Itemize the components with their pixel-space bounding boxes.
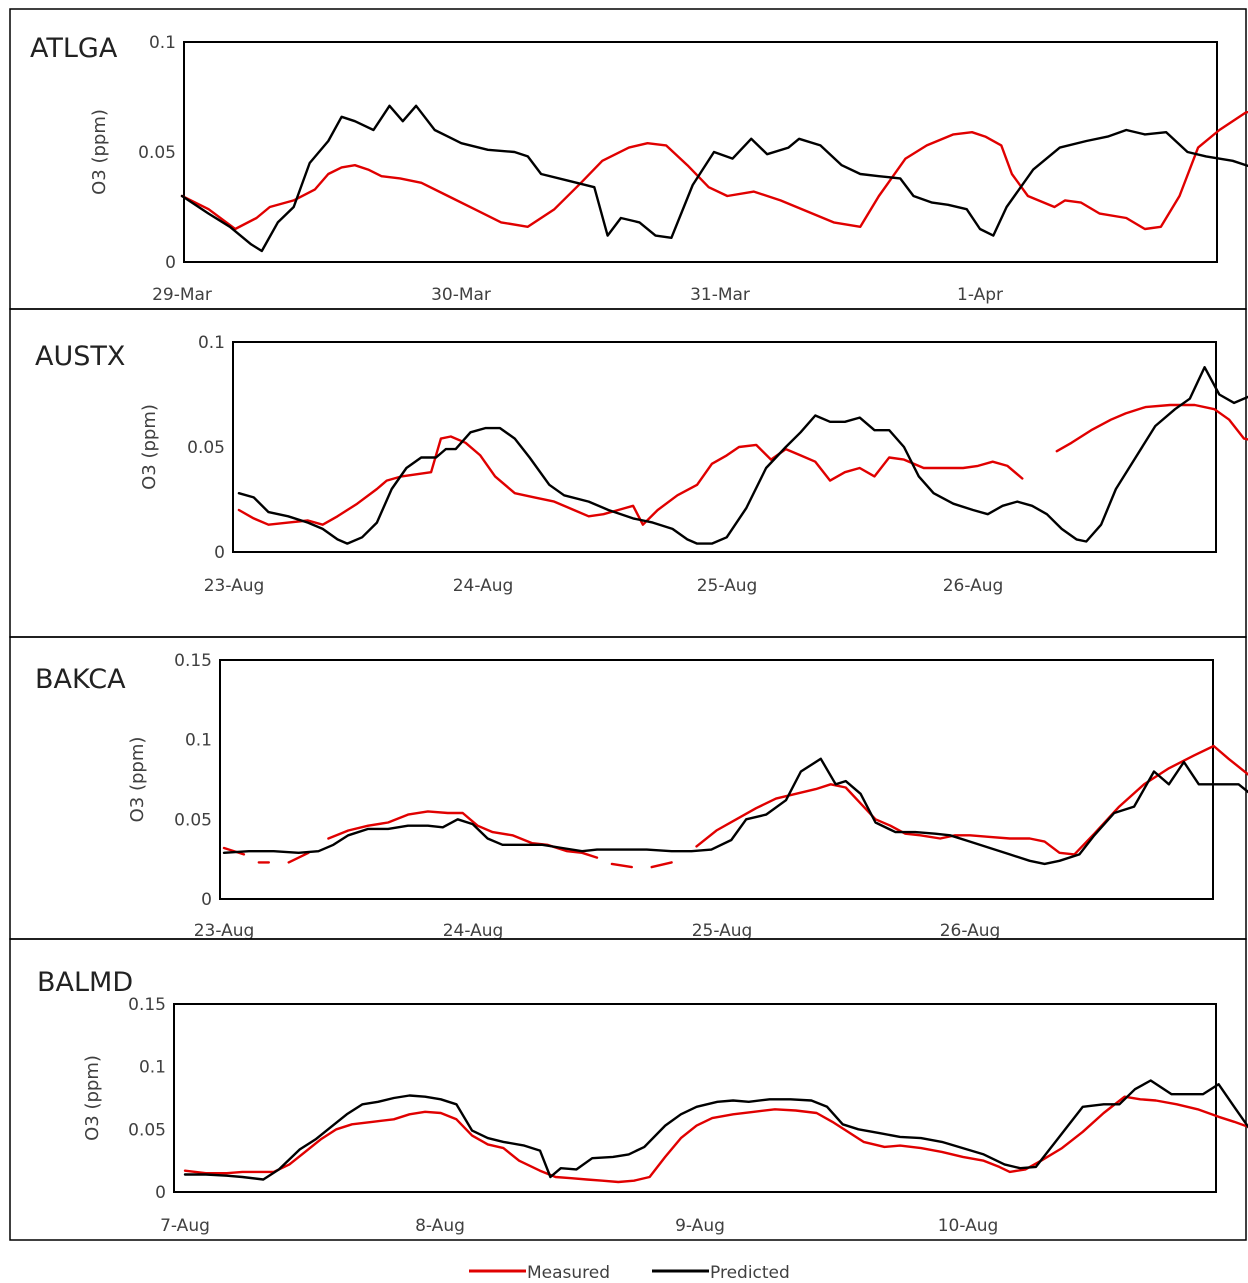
plot-frame xyxy=(219,659,1214,900)
series-line-measured xyxy=(1055,403,1248,453)
series-measured xyxy=(183,1095,1248,1184)
legend: Measured Predicted xyxy=(469,1263,790,1283)
y-tick-label: 0 xyxy=(201,890,212,910)
x-tick-label: 30-Mar xyxy=(431,285,491,305)
y-axis-label: O3 (ppm) xyxy=(127,737,148,823)
chart-panels: ATLGA O3 (ppm) 0 0.05 0.1 29-Mar 30-Mar 31-Mar 1… xyxy=(9,8,1248,1241)
y-tick-label: 0 xyxy=(165,253,176,273)
x-tick-label: 9-Aug xyxy=(675,1216,725,1236)
x-tick-label: 29-Mar xyxy=(152,285,212,305)
y-tick-label: 0.15 xyxy=(128,995,166,1015)
series-predicted xyxy=(237,366,1248,545)
series-line-predicted xyxy=(237,366,1248,545)
legend-predicted-label: Predicted xyxy=(710,1263,790,1283)
x-tick-label: 23-Aug xyxy=(204,576,265,596)
series-line-measured xyxy=(237,435,1024,526)
panel-border xyxy=(9,8,1247,310)
panel-border xyxy=(9,938,1247,1241)
series-line-measured xyxy=(610,862,633,869)
x-tick-label: 24-Aug xyxy=(443,921,504,941)
y-axis-label: O3 (ppm) xyxy=(82,1055,103,1141)
station-label: BALMD xyxy=(37,967,133,998)
x-tick-label: 1-Apr xyxy=(957,285,1003,305)
series-measured xyxy=(237,403,1248,526)
series-predicted xyxy=(183,1079,1248,1181)
y-tick-label: 0.05 xyxy=(128,1120,166,1140)
series-line-measured xyxy=(180,110,1248,231)
x-tick-label: 25-Aug xyxy=(692,921,753,941)
y-tick-label: 0.15 xyxy=(174,651,212,671)
series-line-predicted xyxy=(183,1079,1248,1181)
x-tick-label: 25-Aug xyxy=(697,576,758,596)
y-tick-label: 0 xyxy=(214,543,225,563)
panel-austx: AUSTX O3 (ppm) 0 0.05 0.1 23-Aug 24-Aug 25-Aug 2… xyxy=(9,308,1248,638)
plot-frame xyxy=(183,41,1218,263)
y-tick-label: 0.05 xyxy=(187,438,225,458)
y-tick-label: 0.1 xyxy=(139,1058,166,1078)
x-tick-label: 8-Aug xyxy=(415,1216,465,1236)
x-tick-label: 23-Aug xyxy=(194,921,255,941)
y-tick-label: 0.1 xyxy=(149,33,176,53)
series-measured xyxy=(180,110,1248,231)
series-line-predicted xyxy=(180,104,1248,253)
y-tick-label: 0.1 xyxy=(198,333,225,353)
panel-border xyxy=(9,308,1247,638)
x-tick-label: 31-Mar xyxy=(690,285,750,305)
x-tick-label: 10-Aug xyxy=(938,1216,999,1236)
y-axis-label: O3 (ppm) xyxy=(89,109,110,195)
series-line-measured xyxy=(695,744,1248,856)
y-tick-label: 0.05 xyxy=(138,143,176,163)
panel-bakca: BAKCA O3 (ppm) 0 0.05 0.1 0.15 23-Aug 24-Aug 25-… xyxy=(9,636,1248,941)
x-tick-label: 26-Aug xyxy=(940,921,1001,941)
y-tick-label: 0.05 xyxy=(174,810,212,830)
station-label: ATLGA xyxy=(30,33,118,64)
series-predicted xyxy=(180,104,1248,253)
x-tick-label: 7-Aug xyxy=(160,1216,210,1236)
series-line-measured xyxy=(183,1095,1248,1184)
y-axis-label: O3 (ppm) xyxy=(139,404,160,490)
series-line-predicted xyxy=(222,757,1248,866)
series-predicted xyxy=(222,757,1248,866)
panel-balmd: BALMD O3 (ppm) 0 0.05 0.1 0.15 7-Aug 8-Aug 9-Aug… xyxy=(9,938,1248,1241)
legend-measured-label: Measured xyxy=(527,1263,610,1283)
y-tick-label: 0.1 xyxy=(185,731,212,751)
panel-border xyxy=(9,636,1247,940)
plot-frame xyxy=(232,341,1217,553)
station-label: BAKCA xyxy=(35,664,126,695)
series-measured xyxy=(222,744,1248,869)
series-line-measured xyxy=(287,851,310,864)
plot-frame xyxy=(173,1003,1217,1193)
y-tick-label: 0 xyxy=(155,1183,166,1203)
series-line-measured xyxy=(650,861,673,869)
station-label: AUSTX xyxy=(35,341,125,372)
panel-atlga: ATLGA O3 (ppm) 0 0.05 0.1 29-Mar 30-Mar 31-Mar 1… xyxy=(9,8,1248,310)
x-tick-label: 26-Aug xyxy=(943,576,1004,596)
x-tick-label: 24-Aug xyxy=(453,576,514,596)
series-line-measured xyxy=(327,810,599,859)
